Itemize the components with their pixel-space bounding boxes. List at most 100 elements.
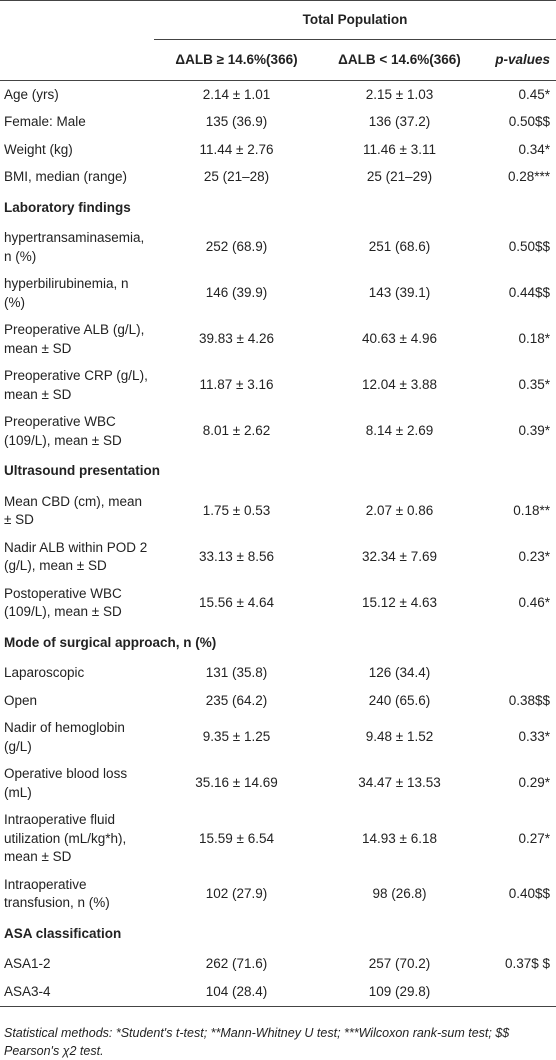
data-row: Preoperative ALB (g/L), mean ± SD 39.83 ±… [0,317,556,363]
p-value-cell: 0.29* [518,775,550,791]
data-row: Nadir of hemoglobin (g/L) 9.35 ± 1.25 9.48… [0,715,556,761]
column-header: p-values [480,39,556,81]
row-label: BMI, median (range) [4,169,128,184]
row-label: Weight (kg) [4,141,73,157]
value-cell: 252 (68.9) [205,239,268,255]
value-cell: 12.04 ± 3.88 [362,377,437,393]
row-label: ASA1-2 [4,956,51,971]
section-label: ASA classification [4,925,122,941]
p-value-cell: 0.40$$ [508,885,550,901]
p-value-cell: 0.23* [518,548,550,564]
value-cell: 2.15 ± 1.03 [365,86,434,102]
row-label: Operative blood loss (mL) [4,766,128,800]
value-cell: 135 (36.9) [205,114,268,129]
section-row: ASA classification [0,917,556,951]
p-value-cell: 0.35* [518,377,550,393]
data-row: hypertransaminasemia, n (%) 252 (68.9) 251… [0,225,556,271]
section-label: Ultrasound presentation [4,463,161,478]
row-label: Age (yrs) [4,86,59,102]
value-cell: 32.34 ± 7.69 [362,548,437,564]
row-label: Open [4,692,38,708]
p-value-cell: 0.34* [518,141,550,157]
value-cell: 15.12 ± 4.63 [362,594,437,610]
section-label: Laboratory findings [4,199,131,215]
value-cell: 235 (64.2) [205,692,268,708]
value-cell: 126 (34.4) [368,665,431,680]
row-label: Postoperative WBC (109/L), mean ± SD [4,585,122,620]
section-row: Ultrasound presentation [0,455,556,489]
value-cell: 35.16 ± 14.69 [195,775,278,791]
row-label: ASA3-4 [4,983,51,999]
p-value-cell: 0.44$$ [508,285,550,301]
table-body: Age (yrs) 2.14 ± 1.01 2.15 ± 1.03 0.45* Fema… [0,81,556,1007]
row-label: Intraoperative transfusion, n (%) [4,876,110,911]
value-cell: 11.87 ± 3.16 [199,377,274,393]
section-label: Mode of surgical approach, n (%) [4,634,217,650]
value-cell: 262 (71.6) [205,956,268,971]
data-row: Laparoscopic 131 (35.8) 126 (34.4) [0,660,556,688]
value-cell: 98 (26.8) [372,885,427,901]
data-table: Total Population ΔALB ≥ 14.6%(366) ΔALB … [0,0,556,1007]
data-row: Open 235 (64.2) 240 (65.6) 0.38$$ [0,687,556,715]
data-row: ASA3-4 104 (28.4) 109 (29.8) [0,978,556,1006]
value-cell: 25 (21–29) [366,169,433,184]
section-row: Laboratory findings [0,191,556,225]
p-value-cell: 0.39* [518,423,550,439]
value-cell: 2.07 ± 0.86 [365,502,434,518]
group-header: Total Population [154,0,556,40]
data-row: Postoperative WBC (109/L), mean ± SD 15.5… [0,580,556,626]
row-label: Nadir ALB within POD 2 (g/L), mean ± SD [4,539,148,574]
section-row: Mode of surgical approach, n (%) [0,626,556,660]
p-value-cell: 0.28*** [507,169,550,184]
value-cell: 2.14 ± 1.01 [202,86,271,102]
row-label: Preoperative CRP (g/L), mean ± SD [4,368,148,402]
row-label: Intraoperative fluid utilization (mL/kg*… [4,812,127,864]
data-row: Intraoperative transfusion, n (%) 102 (27… [0,871,556,917]
data-row: Weight (kg) 11.44 ± 2.76 11.46 ± 3.11 0.34* [0,136,556,164]
value-cell: 240 (65.6) [368,692,431,708]
value-cell: 15.56 ± 4.64 [199,594,274,610]
data-row: BMI, median (range) 25 (21–28) 25 (21–29) 0… [0,164,556,192]
value-cell: 39.83 ± 4.26 [199,331,274,347]
value-cell: 109 (29.8) [368,983,431,999]
data-row: Age (yrs) 2.14 ± 1.01 2.15 ± 1.03 0.45* [0,81,556,109]
row-label: Female: Male [4,114,86,129]
value-cell: 11.44 ± 2.76 [199,141,274,157]
value-cell: 8.01 ± 2.62 [202,423,271,439]
group-header-row: Total Population [0,0,556,40]
value-cell: 102 (27.9) [205,885,268,901]
p-value-cell: 0.37$ $ [504,956,550,971]
column-header-row: ΔALB ≥ 14.6%(366) ΔALB < 14.6%(366) p-va… [0,39,556,81]
p-value-cell [480,978,556,1006]
value-cell: 8.14 ± 2.69 [365,423,434,439]
data-row: hyperbilirubinemia, n (%) 146 (39.9) 143 (… [0,271,556,317]
value-cell: 251 (68.6) [368,239,431,255]
data-row: Preoperative CRP (g/L), mean ± SD 11.87 ±… [0,363,556,409]
p-value-cell: 0.38$$ [508,692,550,708]
value-cell: 1.75 ± 0.53 [202,502,271,518]
data-row: ASA1-2 262 (71.6) 257 (70.2) 0.37$ $ [0,951,556,979]
row-label: Laparoscopic [4,665,85,680]
value-cell: 104 (28.4) [205,983,268,999]
data-row: Nadir ALB within POD 2 (g/L), mean ± SD 3… [0,534,556,580]
value-cell: 9.48 ± 1.52 [365,729,434,745]
row-label: Preoperative ALB (g/L), mean ± SD [4,322,145,356]
value-cell: 40.63 ± 4.96 [362,331,437,347]
row-label: hypertransaminasemia, n (%) [4,230,145,264]
p-value-cell: 0.50$$ [508,114,550,129]
value-cell: 131 (35.8) [205,665,268,680]
value-cell: 25 (21–28) [203,169,270,184]
blank-cell [0,1,154,40]
data-row: Female: Male 135 (36.9) 136 (37.2) 0.50$$ [0,109,556,137]
value-cell: 136 (37.2) [368,114,431,129]
footnote: Statistical methods: *Student's t-test; … [4,1025,510,1058]
value-cell: 15.59 ± 6.54 [199,830,274,846]
row-label: hyperbilirubinemia, n (%) [4,276,129,310]
value-cell: 257 (70.2) [368,956,431,971]
p-value-cell: 0.33* [518,729,550,745]
p-value-cell [480,660,556,688]
value-cell: 143 (39.1) [368,285,431,301]
p-value-cell: 0.50$$ [508,239,550,255]
value-cell: 9.35 ± 1.25 [202,729,271,745]
